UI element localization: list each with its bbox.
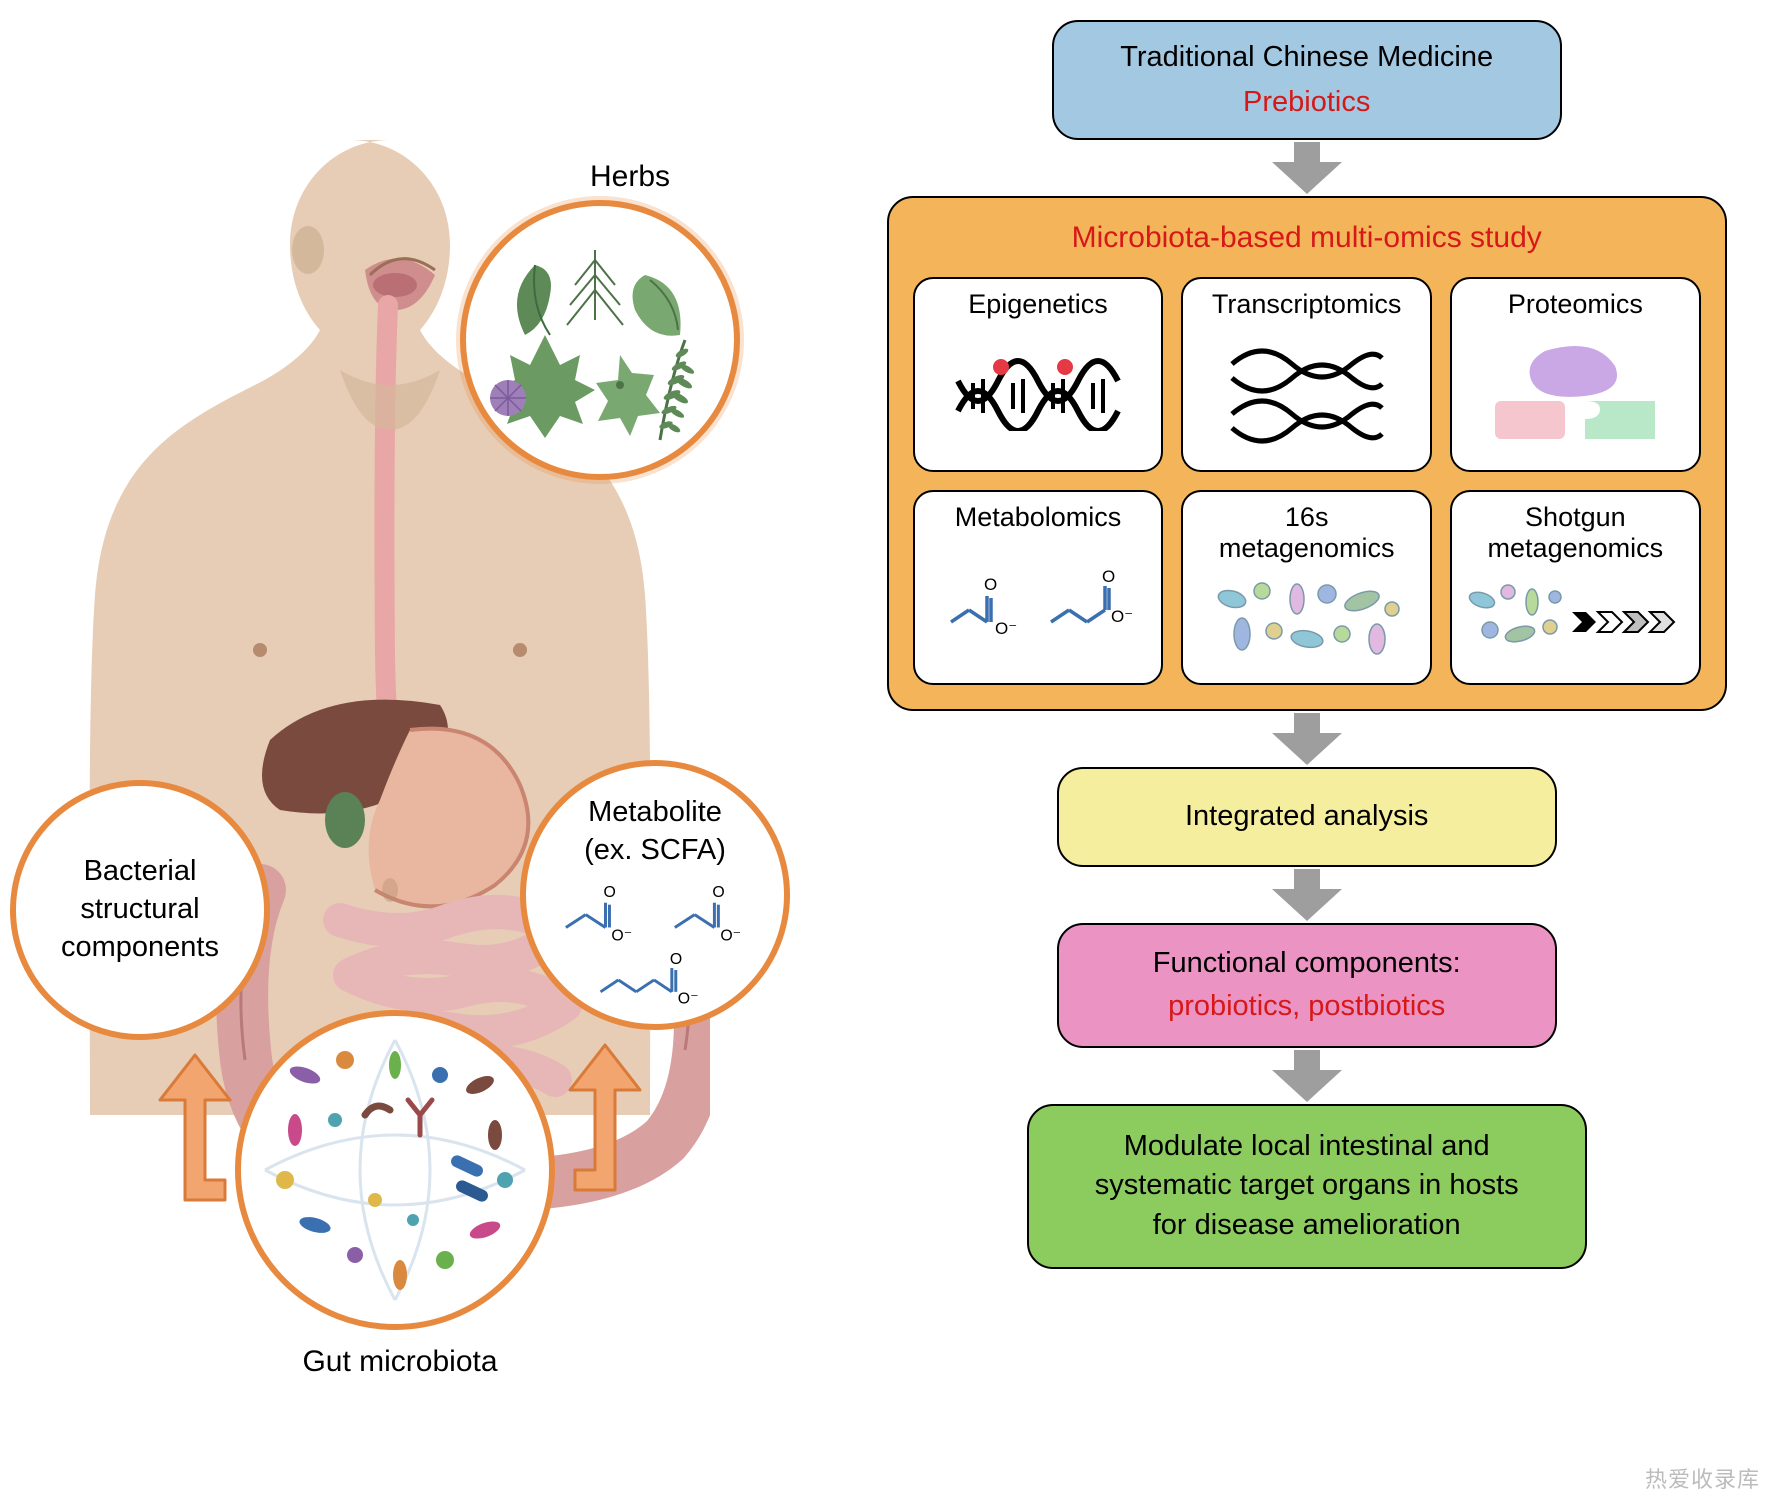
box1-line1: Traditional Chinese Medicine (1120, 38, 1493, 77)
box2-title: Microbiota-based multi-omics study (1072, 218, 1542, 259)
epi-label: Epigenetics (968, 289, 1108, 320)
box-functional: Functional components: probiotics, postb… (1057, 923, 1557, 1048)
arrow-to-metabolite (540, 1040, 670, 1210)
trans-label: Transcriptomics (1212, 289, 1402, 320)
svg-text:O: O (604, 884, 616, 901)
box-integrated: Integrated analysis (1057, 767, 1557, 867)
herbs-label: Herbs (560, 160, 700, 194)
anatomy-panel: Herbs (0, 0, 823, 1512)
card-proteomics: Proteomics (1450, 277, 1701, 472)
card-16s: 16s metagenomics (1181, 490, 1432, 685)
box5-line2: systematic target organs in hosts (1095, 1166, 1519, 1205)
arrow-3 (1272, 869, 1342, 921)
svg-text:O: O (712, 884, 724, 901)
box3-text: Integrated analysis (1185, 797, 1428, 836)
box-multiomics: Microbiota-based multi-omics study Epige… (887, 196, 1727, 711)
card-metabolomics: Metabolomics O O⁻ (913, 490, 1164, 685)
arrow-2 (1272, 713, 1342, 765)
bacterial-components-text: Bacterial structural components (34, 853, 246, 966)
svg-text:O: O (1102, 567, 1115, 586)
bacterial-components-circle: Bacterial structural components (10, 780, 270, 1040)
gut-microbiota-circle (235, 1010, 555, 1330)
shotgun-l1: Shotgun (1525, 502, 1626, 533)
card-transcriptomics: Transcriptomics (1181, 277, 1432, 472)
svg-text:O⁻: O⁻ (720, 928, 741, 945)
box-tcm: Traditional Chinese Medicine Prebiotics (1052, 20, 1562, 140)
flowchart-panel: Traditional Chinese Medicine Prebiotics … (823, 0, 1790, 1512)
herbs-circle (460, 200, 740, 480)
box-modulate: Modulate local intestinal and systematic… (1027, 1104, 1587, 1269)
svg-text:O⁻: O⁻ (611, 928, 632, 945)
metab-label: Metabolomics (955, 502, 1122, 533)
box5-line1: Modulate local intestinal and (1124, 1127, 1490, 1166)
metabolite-line1: Metabolite (588, 794, 722, 832)
sixteen-l1: 16s (1285, 502, 1329, 533)
box4-line1: Functional components: (1153, 944, 1461, 983)
sixteen-l2: metagenomics (1219, 533, 1395, 564)
box5-line3: for disease amelioration (1153, 1206, 1461, 1245)
prot-label: Proteomics (1508, 289, 1643, 320)
card-epigenetics: Epigenetics (913, 277, 1164, 472)
arrow-4 (1272, 1050, 1342, 1102)
box4-line2: probiotics, postbiotics (1168, 987, 1445, 1026)
arrow-1 (1272, 142, 1342, 194)
metabolite-line2: (ex. SCFA) (584, 832, 726, 870)
svg-text:O⁻: O⁻ (678, 991, 699, 1008)
box1-line2: Prebiotics (1243, 83, 1370, 122)
metabolite-circle: Metabolite (ex. SCFA) O O⁻ (520, 760, 790, 1030)
svg-text:O: O (984, 575, 997, 594)
svg-text:O⁻: O⁻ (995, 619, 1017, 638)
shotgun-l2: metagenomics (1488, 533, 1664, 564)
arrow-to-bacterial (130, 1050, 260, 1220)
watermark: 热爱收录库 (1645, 1462, 1760, 1494)
card-shotgun: Shotgun metagenomics (1450, 490, 1701, 685)
svg-text:O: O (670, 951, 682, 968)
svg-text:O⁻: O⁻ (1111, 607, 1133, 626)
gut-microbiota-label: Gut microbiota (280, 1345, 520, 1379)
